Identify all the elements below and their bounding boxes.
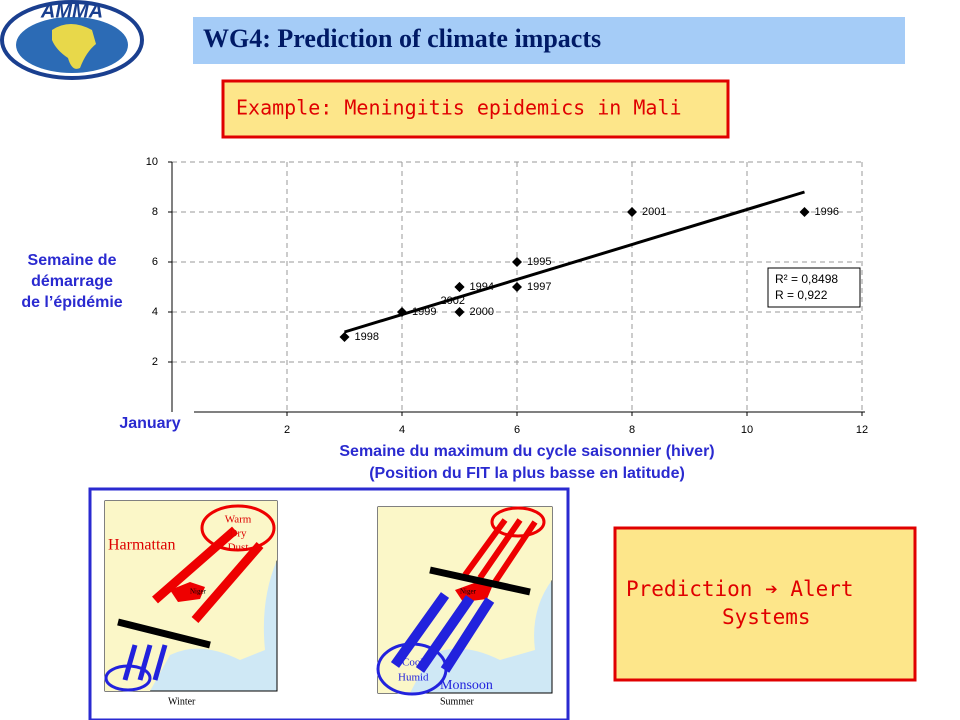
logo-text: AMMA [40, 0, 103, 22]
summer-monsoon-arrows [390, 592, 495, 673]
y-tick-label: 10 [146, 156, 158, 168]
prediction-text: Systems [722, 605, 811, 629]
y-axis-label: Semaine de [28, 252, 117, 269]
x-tick-label: 2 [284, 424, 290, 436]
point-label: 2002 [441, 295, 465, 307]
arrow [462, 518, 508, 577]
trendline [344, 190, 805, 334]
arrow [122, 644, 138, 681]
point-label: 2001 [642, 206, 666, 218]
prediction-box [613, 526, 917, 682]
point [339, 332, 350, 342]
arrow [152, 526, 238, 604]
winter-wind: Harmattan [108, 537, 176, 554]
winter-season: Winter [168, 696, 196, 707]
annotation: January [119, 415, 180, 432]
point [799, 207, 810, 217]
arrow [191, 542, 264, 623]
winter-warm-ellipse [200, 504, 276, 552]
point-label: 1998 [355, 331, 379, 343]
point-label: 1996 [815, 206, 839, 218]
x-tick-label: 4 [399, 424, 405, 436]
y-axis-label: de l’épidémie [21, 294, 122, 311]
y-tick-label: 6 [152, 256, 158, 268]
winter-harmattan-arrows [152, 526, 264, 623]
logo-africa [52, 24, 96, 69]
point [512, 257, 522, 267]
summer-wind: Monsoon [440, 678, 493, 693]
arrow [137, 644, 153, 681]
x-axis-label: (Position du FIT la plus basse en latitu… [369, 465, 685, 482]
point [512, 282, 522, 292]
arrow [415, 595, 475, 673]
point-label: 1999 [412, 306, 436, 318]
point [454, 307, 465, 317]
y-tick-label: 8 [152, 206, 158, 218]
point-label: 2000 [470, 306, 494, 318]
summer-warm-ellipse [490, 506, 546, 538]
point-label: 1995 [527, 256, 551, 268]
summer-air: Humid [398, 672, 429, 684]
winter-cool-ellipse [104, 664, 152, 692]
point [627, 207, 637, 217]
summer-itcz [429, 566, 531, 596]
arrow [390, 592, 450, 668]
point-label: 1997 [527, 281, 551, 293]
y-tick-label: 2 [152, 356, 158, 368]
example-text: Example: Meningitis epidemics in Mali [236, 96, 682, 120]
winter-itcz [117, 618, 211, 649]
arrow [492, 520, 538, 584]
y-axis-label: démarrage [31, 273, 113, 290]
arrow [152, 644, 168, 681]
x-axis-label: Semaine du maximum du cycle saisonnier (… [339, 443, 714, 460]
summer-air: Cool [402, 657, 423, 669]
arrow [477, 518, 523, 580]
winter-air: Warm [225, 514, 252, 526]
chart: 2 4 6 8 10 2 4 6 8 10 12 1998 1999 2000 1994 2002 1997 19… [21, 156, 868, 482]
summer-niger [455, 582, 492, 602]
winter-country: Niger [190, 588, 207, 596]
summer-harmattan-arrows [462, 518, 538, 584]
slide-title: WG4: Prediction of climate impacts [203, 24, 601, 53]
point [454, 282, 465, 292]
x-tick-label: 8 [629, 424, 635, 436]
winter-air: Dust [228, 542, 249, 554]
point [397, 307, 407, 317]
example-box [221, 79, 730, 139]
title-bar [193, 17, 905, 64]
y-tick-label: 4 [152, 306, 158, 318]
x-tick-label: 10 [741, 424, 753, 436]
x-tick-label: 12 [856, 424, 868, 436]
summer-season: Summer [440, 696, 475, 707]
winter-air: Dry [229, 528, 247, 540]
winter-monsoon-arrows [122, 644, 168, 681]
fit-stat: R² = 0,8498 [775, 272, 838, 286]
point-label: 1994 [470, 281, 494, 293]
prediction-text: Prediction ➔ Alert [626, 577, 854, 601]
fit-stats-box [767, 267, 861, 308]
winter-niger [170, 582, 205, 602]
summer-country: Niger [460, 588, 477, 596]
x-tick-label: 6 [514, 424, 520, 436]
summer-cool-ellipse [376, 642, 448, 696]
arrow [440, 597, 495, 673]
fit-stat: R = 0,922 [775, 288, 828, 302]
